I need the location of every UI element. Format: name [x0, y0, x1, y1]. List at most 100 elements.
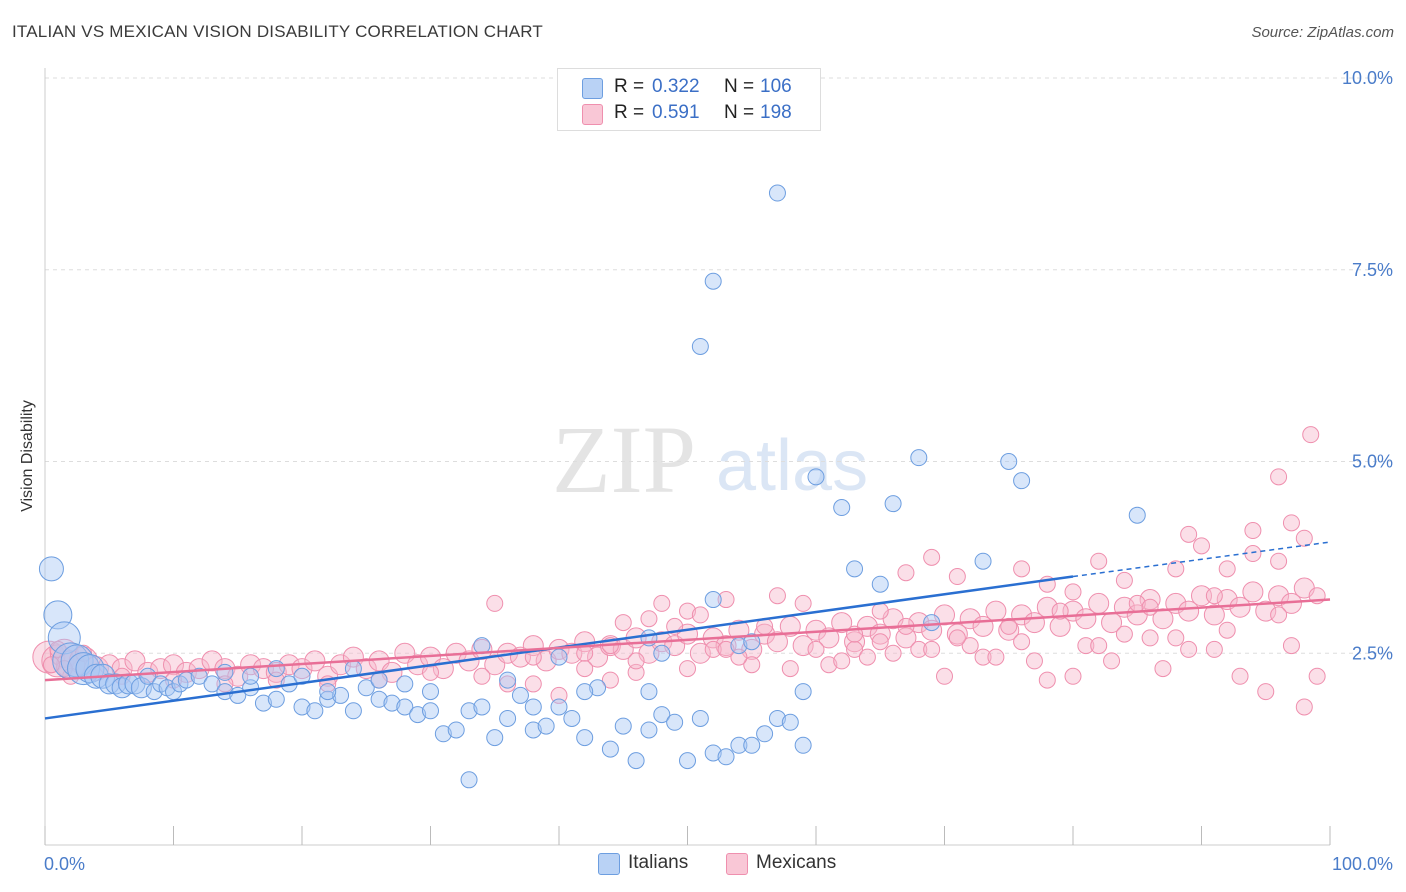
mexicans-point: [948, 629, 966, 647]
italians-point: [576, 729, 594, 747]
mexicans-point: [846, 640, 864, 658]
italians-point: [434, 725, 452, 743]
mexicans-point: [1013, 560, 1031, 578]
italians-point: [98, 673, 120, 695]
italians-point: [768, 184, 786, 202]
trend-lines: [44, 541, 1331, 720]
mexicans-point: [499, 675, 517, 693]
r-label: R =: [614, 102, 645, 123]
mexicans-point: [1088, 592, 1110, 614]
mexicans-point: [781, 660, 799, 678]
mexicans-point: [807, 640, 825, 658]
mexicans-point: [486, 594, 504, 612]
italians-point: [242, 667, 260, 685]
axes: [44, 68, 1331, 846]
mexicans-point: [1115, 571, 1133, 589]
italians-point: [254, 694, 272, 712]
italians-point: [499, 709, 517, 727]
italians-point: [756, 725, 774, 743]
mexicans-point: [1141, 598, 1159, 616]
italians-point: [1013, 472, 1031, 490]
italians-point: [743, 736, 761, 754]
mexicans-point: [948, 568, 966, 586]
mexicans-point: [910, 640, 928, 658]
mexicans-point: [1270, 468, 1288, 486]
x-tick-label: 100.0%: [1332, 854, 1393, 874]
mexicans-point: [1154, 660, 1172, 678]
italians-point: [111, 677, 133, 699]
mexicans-point: [1270, 606, 1288, 624]
italians-point: [396, 698, 414, 716]
mexicans-point: [766, 631, 788, 653]
italians-points: [38, 184, 1146, 789]
italians-point: [743, 633, 761, 651]
italians-point: [38, 556, 64, 582]
mexicans-point: [42, 656, 60, 674]
mexicans-point: [679, 660, 696, 678]
italians-point: [550, 648, 568, 666]
italians-point: [640, 721, 658, 739]
italians-point: [563, 709, 581, 727]
mexicans-point: [1282, 514, 1300, 532]
italians-point: [319, 683, 337, 701]
italians-point: [267, 660, 285, 678]
italians-point: [704, 591, 722, 609]
italians-point: [460, 771, 478, 789]
italians-point: [486, 729, 504, 747]
mexicans-point: [818, 627, 840, 649]
mexicans-point: [961, 637, 979, 655]
mexicans-point: [923, 548, 941, 566]
italians-point: [524, 721, 542, 739]
mexicans-point: [768, 587, 786, 605]
italians-point: [717, 748, 735, 766]
mexicans-point: [1295, 698, 1313, 716]
legend-series: Italians Mexicans: [0, 852, 1406, 878]
mexicans-point: [640, 610, 658, 628]
italians-point: [1128, 506, 1146, 524]
mexicans-point: [717, 591, 735, 609]
mexicans-point: [833, 652, 851, 670]
italians-point: [293, 698, 311, 716]
italians-point: [203, 675, 221, 693]
mexicans-points: [32, 426, 1326, 716]
italians-point: [332, 686, 350, 704]
mexicans-point: [1077, 637, 1095, 655]
italians-point: [794, 736, 812, 754]
italians-point: [537, 717, 555, 735]
mexicans-point: [627, 652, 645, 670]
chart-title: ITALIAN VS MEXICAN VISION DISABILITY COR…: [12, 22, 543, 41]
legend-correlation: R = 0.322 N = 106 R = 0.591 N = 198: [557, 68, 821, 131]
mexicans-point: [576, 660, 594, 678]
italians-point: [794, 683, 812, 701]
italians-point: [511, 686, 529, 704]
grid: [45, 77, 1392, 654]
mexicans-point: [1308, 667, 1326, 685]
italians-swatch: [598, 853, 620, 875]
italians-point: [357, 679, 375, 697]
mexicans-point: [704, 640, 722, 658]
italians-point: [383, 694, 401, 712]
mexicans-point: [1090, 637, 1108, 655]
italians-point: [704, 744, 722, 762]
mexicans-point: [1180, 640, 1198, 658]
italians-point: [730, 736, 748, 754]
y-axis-label: Vision Disability: [19, 400, 36, 512]
mexicans-point: [1064, 667, 1082, 685]
r-value: 0.591: [652, 102, 700, 123]
mexicans-point: [858, 648, 876, 666]
italians-point: [460, 702, 478, 720]
mexicans-point: [1103, 652, 1121, 670]
italians-point: [105, 673, 127, 695]
mexicans-point: [614, 614, 632, 632]
mexicans-point: [1229, 596, 1251, 618]
mexicans-point: [1178, 600, 1200, 622]
y-tick-label: 2.5%: [1352, 643, 1393, 663]
source-label: Source: ZipAtlas.com: [1251, 24, 1394, 41]
mexicans-point: [1268, 585, 1290, 607]
mexicans-point: [1000, 617, 1018, 635]
n-value: 106: [760, 76, 792, 97]
italians-point: [666, 713, 684, 731]
italians-point: [370, 671, 388, 689]
italians-point: [614, 717, 632, 735]
